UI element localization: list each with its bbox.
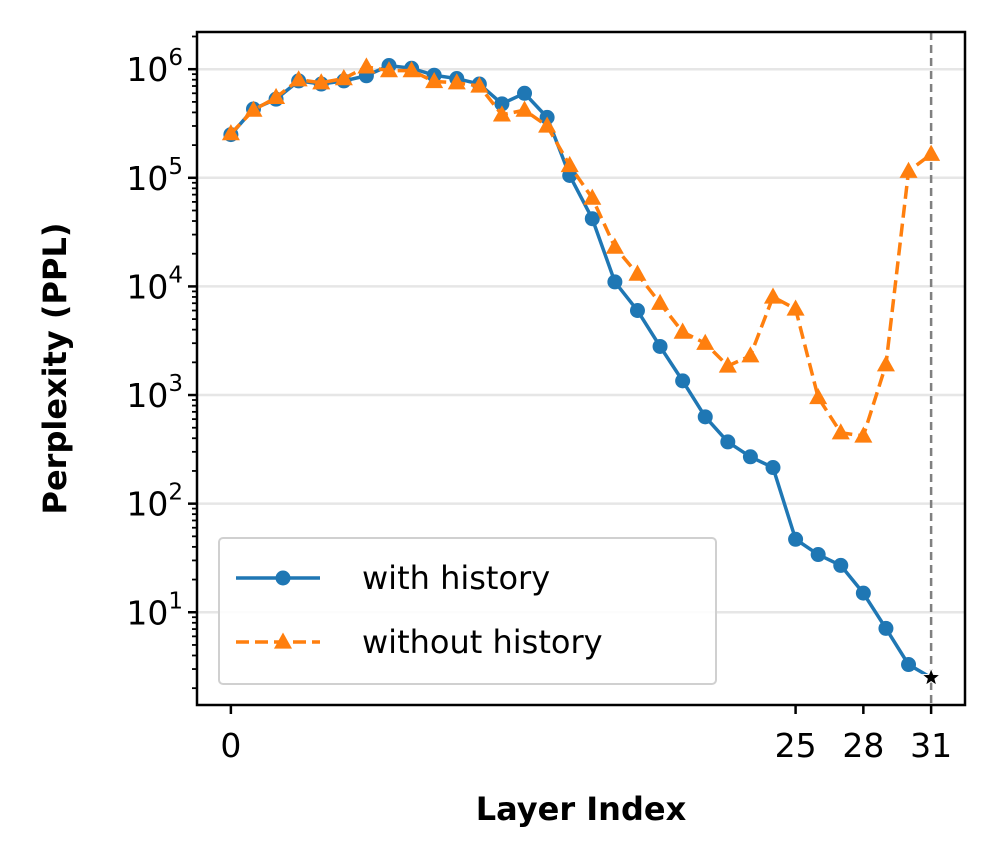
- legend-label: with history: [362, 559, 550, 597]
- data-point: [922, 144, 941, 161]
- data-point: [583, 188, 602, 205]
- star-marker: [920, 666, 942, 687]
- data-point: [607, 274, 623, 290]
- x-tick-label: 28: [842, 726, 884, 765]
- data-point: [899, 161, 918, 178]
- data-point: [584, 211, 600, 227]
- data-point: [697, 409, 713, 425]
- y-tick-label: 106: [126, 45, 183, 89]
- data-point: [312, 73, 331, 90]
- legend-marker: [273, 632, 293, 649]
- grid-lines: [197, 67, 965, 614]
- series-without-history: [221, 57, 941, 443]
- data-point: [878, 620, 894, 636]
- data-point: [720, 434, 736, 450]
- data-point: [833, 557, 849, 573]
- x-tick-label: 0: [220, 726, 241, 765]
- data-point: [492, 105, 511, 122]
- plot-frame: [195, 30, 967, 707]
- y-tick-label: 103: [126, 371, 183, 415]
- data-point: [470, 76, 489, 93]
- data-point: [854, 426, 873, 443]
- data-point: [357, 57, 376, 74]
- data-point: [741, 346, 760, 363]
- data-point: [289, 70, 308, 87]
- legend-label: without history: [362, 623, 603, 661]
- legend-item-with-history: with history: [236, 559, 550, 597]
- legend-item-without-history: without history: [236, 623, 603, 661]
- final-point-star: [920, 666, 942, 687]
- y-tick-label: 101: [126, 588, 183, 632]
- data-point: [402, 61, 421, 78]
- legend-swatch-marker: [273, 632, 293, 649]
- data-point: [447, 73, 466, 90]
- series-line: [229, 65, 933, 438]
- data-point: [538, 116, 557, 133]
- data-point: [221, 124, 240, 141]
- data-point: [788, 531, 804, 547]
- data-point: [651, 293, 670, 310]
- data-point: [628, 264, 647, 281]
- data-point: [763, 287, 783, 304]
- data-point: [809, 387, 828, 405]
- x-axis-ticks: 0 25 28 31: [220, 705, 952, 765]
- data-point: [876, 355, 895, 372]
- data-point: [244, 100, 263, 117]
- y-tick-label: 104: [126, 262, 183, 306]
- data-point: [673, 322, 692, 339]
- data-point: [560, 155, 579, 173]
- series-layer: [221, 57, 941, 680]
- data-point: [334, 69, 353, 86]
- data-point: [810, 547, 826, 563]
- data-point: [675, 373, 691, 389]
- data-point: [652, 338, 668, 354]
- data-point: [629, 303, 645, 319]
- data-point: [855, 585, 871, 601]
- data-point: [786, 299, 805, 316]
- data-point: [605, 237, 624, 254]
- data-point: [901, 657, 917, 673]
- x-axis-title: Layer Index: [476, 790, 687, 828]
- y-axis-title: Perplexity (PPL): [36, 223, 74, 515]
- data-point: [515, 100, 534, 117]
- x-tick-label: 25: [775, 726, 817, 765]
- legend-box: [218, 537, 717, 685]
- data-point: [517, 85, 533, 101]
- data-point: [718, 356, 737, 373]
- data-point: [765, 460, 781, 476]
- legend: with history without history: [218, 537, 717, 685]
- data-point: [494, 96, 510, 112]
- y-tick-label: 105: [126, 154, 183, 198]
- x-tick-label: 31: [910, 726, 952, 765]
- data-point: [267, 87, 286, 105]
- y-axis-ticks: 101 102 103 104 105 106: [126, 35, 197, 690]
- data-point: [379, 61, 399, 78]
- data-point: [831, 423, 850, 440]
- data-point: [696, 333, 715, 350]
- data-point: [425, 72, 444, 89]
- y-tick-label: 102: [126, 480, 183, 524]
- legend-swatch-marker: [275, 570, 291, 586]
- legend-marker: [275, 570, 291, 586]
- data-point: [742, 449, 758, 465]
